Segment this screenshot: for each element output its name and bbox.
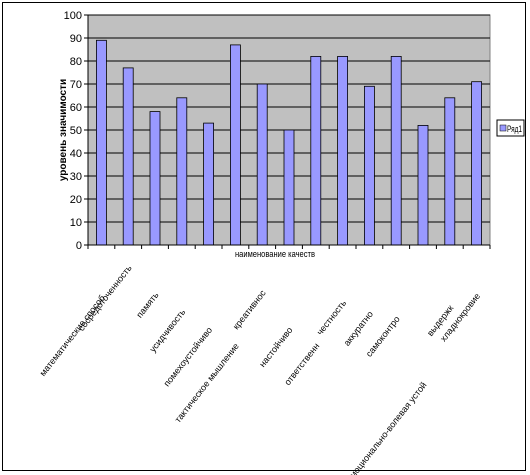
legend: Ряд1	[496, 119, 525, 137]
bar	[283, 129, 295, 246]
bar	[471, 81, 483, 246]
y-tick-label: 70	[70, 79, 82, 91]
y-tick-label: 100	[64, 10, 82, 22]
bar	[122, 67, 134, 246]
bar	[203, 122, 215, 246]
bars	[96, 39, 483, 246]
y-tick-label: 90	[70, 33, 82, 45]
bar	[149, 111, 161, 246]
y-axis-title: уровень значимости	[58, 79, 69, 181]
x-axis-title: наименование качеств	[235, 249, 315, 259]
y-tick-label: 20	[70, 194, 82, 206]
bar	[310, 56, 322, 246]
bar	[229, 44, 241, 246]
bar	[337, 56, 349, 246]
y-tick-label: 10	[70, 217, 82, 229]
y-tick-label: 30	[70, 171, 82, 183]
y-tick-label: 0	[76, 240, 82, 252]
y-tick-labels: 0 10 20 30 40 50 60 70 80 90 100	[64, 10, 88, 252]
y-tick-label: 40	[70, 148, 82, 160]
y-tick-label: 50	[70, 125, 82, 137]
bar	[363, 85, 375, 246]
bar	[176, 97, 188, 246]
y-tick-label: 80	[70, 56, 82, 68]
legend-box	[496, 119, 525, 137]
legend-swatch	[499, 124, 507, 132]
legend-label: Ряд1	[507, 124, 522, 134]
bar	[96, 39, 107, 246]
y-tick-label: 60	[70, 102, 82, 114]
bar	[390, 56, 402, 246]
bar	[256, 83, 268, 246]
bar	[444, 97, 456, 246]
bar	[417, 125, 429, 246]
